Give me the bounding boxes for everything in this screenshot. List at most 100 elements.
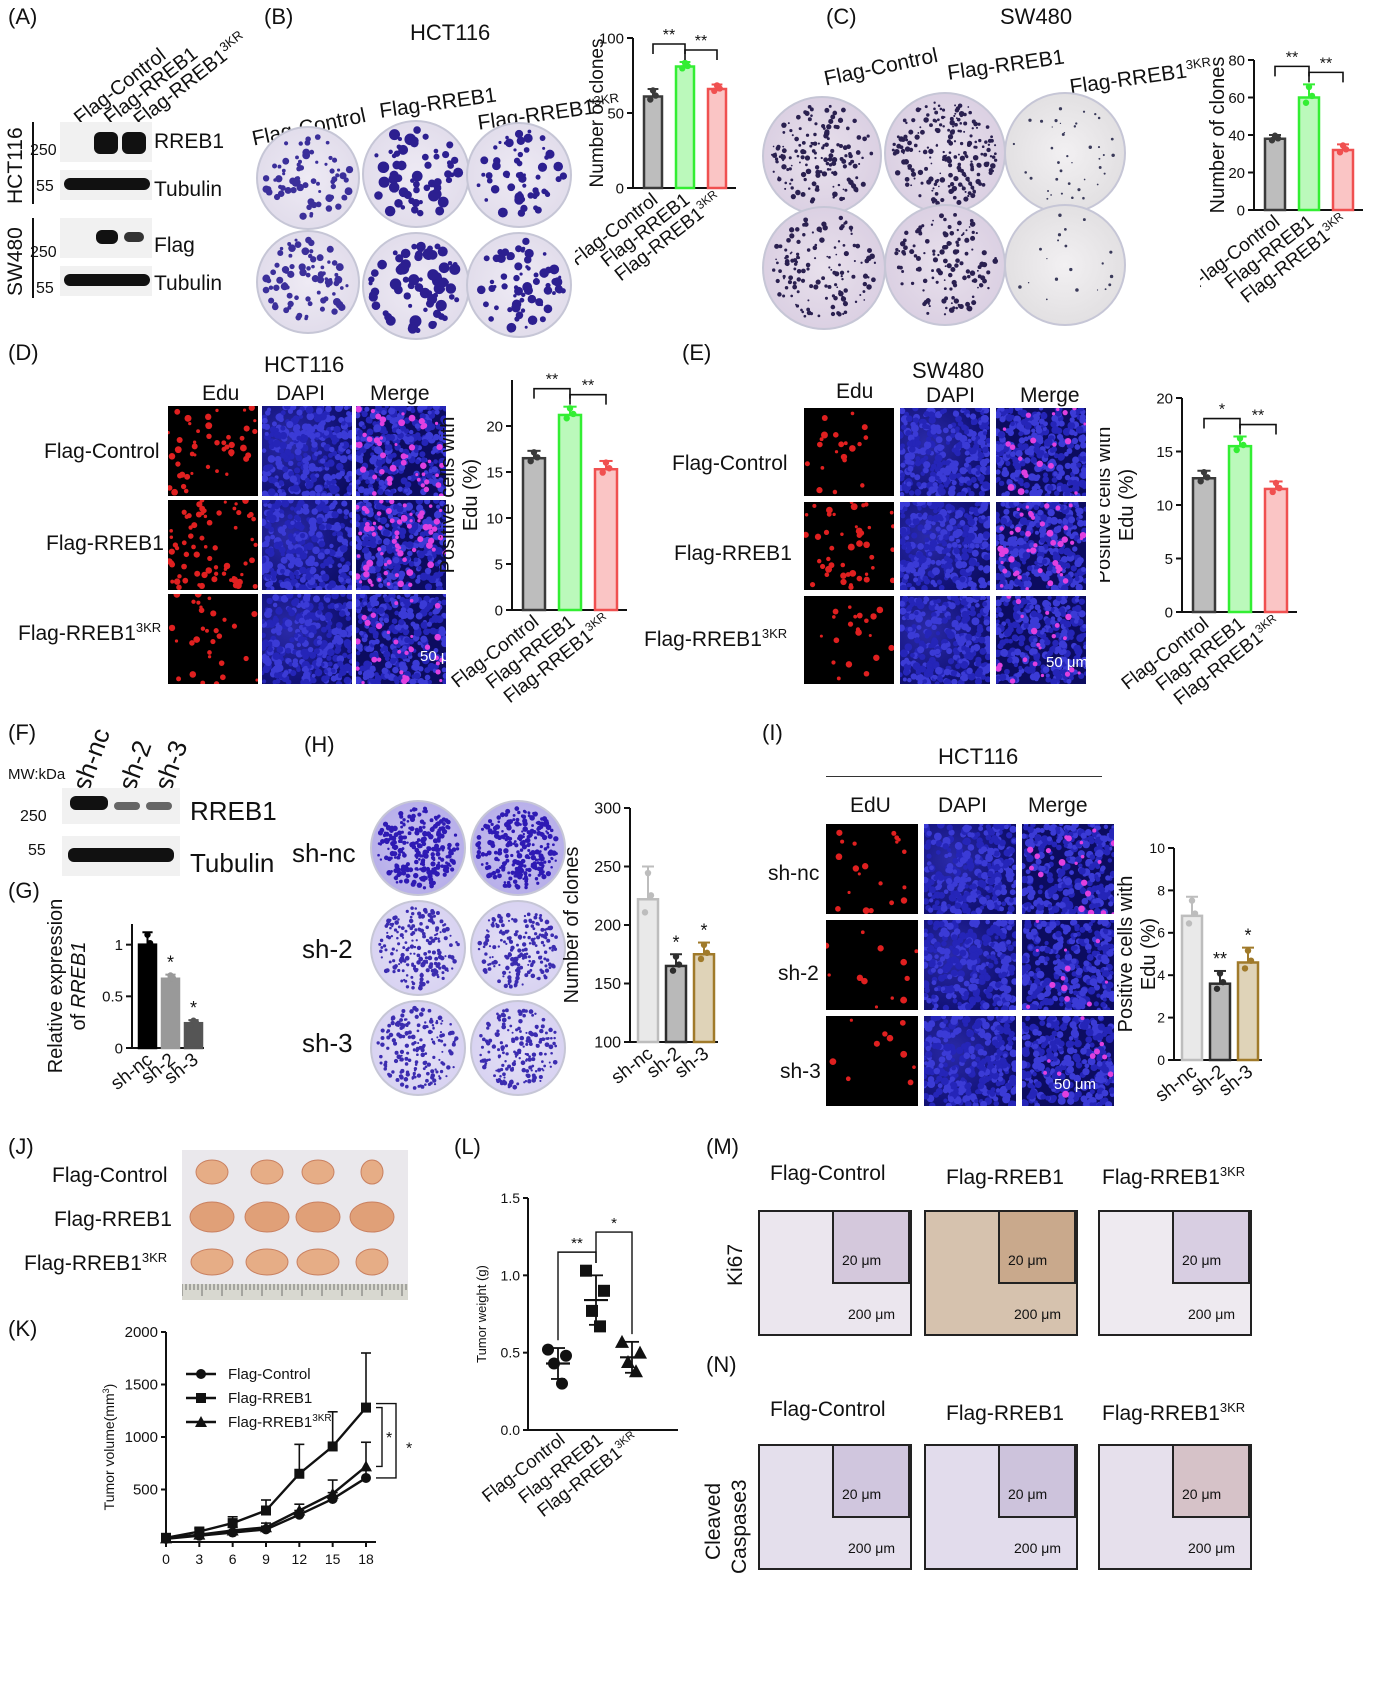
dapi-image <box>924 1016 1016 1106</box>
data-point <box>1241 965 1249 972</box>
y-tick-label: 150 <box>594 976 621 993</box>
row-n-cc3a: Cleaved <box>702 1482 725 1560</box>
colony-plate <box>1004 92 1126 214</box>
scale-20: 20 μm <box>1182 1252 1222 1268</box>
panel-label-g: (G) <box>8 878 40 903</box>
cell-label-sw480: SW480 <box>4 227 27 296</box>
bar <box>674 65 696 190</box>
data-point <box>679 65 686 72</box>
group-c-control: Flag-Control <box>822 43 940 91</box>
merge-image <box>1022 1016 1114 1106</box>
sig-marker: ** <box>663 27 675 44</box>
stain-i-dapi: DAPI <box>938 794 988 817</box>
edu-image <box>804 408 894 496</box>
svg-text:Number of clones: Number of clones <box>1207 57 1229 214</box>
data-point <box>144 931 151 938</box>
sig-marker: * <box>672 932 679 952</box>
scale-200: 200 μm <box>1014 1306 1061 1322</box>
edu-image <box>804 502 894 590</box>
x-tick-label: 12 <box>292 1551 308 1567</box>
data-point <box>703 949 711 957</box>
bar <box>593 467 619 612</box>
sig-bracket <box>1274 65 1310 77</box>
y-tick-label: 300 <box>594 801 621 818</box>
tumor-photo <box>181 1150 408 1300</box>
sig-marker: * <box>700 921 707 941</box>
y-axis-label: Number of clones <box>561 847 583 1004</box>
ihc-image: 20 μm 200 μm <box>924 1210 1078 1336</box>
sig-marker: ** <box>582 378 594 395</box>
sig-marker: * <box>167 953 174 973</box>
mw-55-f: 55 <box>28 842 46 859</box>
panel-label-b: (B) <box>264 4 294 29</box>
data-point <box>672 953 680 960</box>
x-tick-label: 3 <box>195 1551 203 1567</box>
data-point <box>1308 92 1316 100</box>
panel-label-j: (J) <box>8 1134 34 1159</box>
y-tick-label: 20 <box>486 418 503 435</box>
y-tick-label: 2 <box>1157 1010 1165 1026</box>
dapi-image <box>900 502 990 590</box>
legend-marker <box>195 1416 207 1427</box>
data-point <box>1185 920 1193 927</box>
y-tick-label: 0 <box>616 180 624 197</box>
row-d-control: Flag-Control <box>44 440 160 463</box>
x-tick-label: 9 <box>262 1551 270 1567</box>
data-point <box>560 1349 572 1362</box>
ihc-inset <box>998 1210 1076 1284</box>
sig-bracket <box>1203 417 1241 429</box>
ihc-image: 20 μm 200 μm <box>924 1444 1078 1570</box>
stain-d-edu: Edu <box>202 382 240 405</box>
colony-plate <box>470 900 566 996</box>
blot-a-flag <box>60 218 152 258</box>
sig-bracket <box>652 43 686 54</box>
data-point <box>527 457 534 465</box>
colony-plate <box>470 1000 566 1096</box>
y-tick-label: 0.5 <box>501 1345 521 1361</box>
dapi-image <box>900 408 990 496</box>
chart-d: 05101520Flag-ControlFlag-RREB1Flag-RREB1… <box>440 372 627 708</box>
scale-20: 20 μm <box>842 1252 882 1268</box>
colony-plate <box>466 232 572 338</box>
data-point <box>684 62 691 70</box>
row-i-nc: sh-nc <box>768 862 820 885</box>
stain-d-dapi: DAPI <box>276 382 326 405</box>
data-point <box>1268 137 1276 144</box>
scale-d: 50 μm <box>420 648 462 665</box>
x-tick-label: 15 <box>325 1551 341 1567</box>
bar <box>706 87 728 190</box>
title-i-rule <box>826 776 1102 777</box>
data-point <box>602 459 610 466</box>
dapi-image <box>262 500 352 590</box>
group-c-3kr: Flag-RREB13KR <box>1068 54 1212 99</box>
blot-label-tubulin-2: Tubulin <box>154 272 223 295</box>
y-tick-label: 1000 <box>125 1429 158 1446</box>
blot-label-rreb1: RREB1 <box>154 130 225 153</box>
blot-label-tubulin-1: Tubulin <box>154 178 223 201</box>
data-point <box>1204 474 1211 481</box>
legend-label: Flag-Control <box>228 1366 311 1383</box>
sig-bracket <box>595 1231 633 1335</box>
ihc-inset <box>1172 1444 1250 1518</box>
y-axis-label: Tumor weight (g) <box>474 1265 489 1363</box>
stain-e-edu: Edu <box>836 380 874 403</box>
edu-image <box>168 406 258 496</box>
blot-f-tubulin <box>62 836 180 876</box>
stain-d-merge: Merge <box>370 382 430 405</box>
legend-label: Flag-RREB13KR <box>228 1413 332 1431</box>
col-m-3kr: Flag-RREB13KR <box>1102 1164 1246 1189</box>
y-tick-label: 0 <box>495 602 503 619</box>
ihc-inset <box>832 1444 910 1518</box>
scale-20: 20 μm <box>1008 1252 1048 1268</box>
stain-e-merge: Merge <box>1020 384 1080 407</box>
y-tick-label: 0.5 <box>102 989 123 1006</box>
row-j-rreb1: Flag-RREB1 <box>54 1208 172 1231</box>
edu-image <box>804 596 894 684</box>
bar <box>1263 137 1287 212</box>
panel-label-f: (F) <box>8 720 37 745</box>
y-tick-label: 2000 <box>125 1324 158 1341</box>
y-tick-label: 0 <box>1237 202 1245 219</box>
